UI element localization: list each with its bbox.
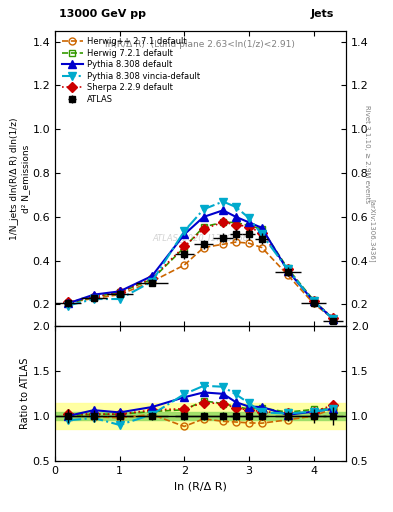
Sherpa 2.2.9 default <box>233 222 238 228</box>
Herwig++ 2.7.1 default <box>331 316 335 322</box>
Pythia 8.308 default <box>246 219 251 225</box>
Pythia 8.308 vincia-default <box>233 204 238 210</box>
Sherpa 2.2.9 default <box>311 298 316 304</box>
Sherpa 2.2.9 default <box>246 224 251 230</box>
Bar <box>55 412 346 420</box>
Sherpa 2.2.9 default <box>92 294 96 300</box>
Pythia 8.308 vincia-default <box>150 279 154 285</box>
Text: Rivet 3.1.10, ≥ 2.9M events: Rivet 3.1.10, ≥ 2.9M events <box>364 104 371 203</box>
Herwig 7.2.1 default <box>66 301 70 307</box>
X-axis label: ln (R/Δ R): ln (R/Δ R) <box>174 481 227 491</box>
Pythia 8.308 default <box>92 291 96 297</box>
Herwig++ 2.7.1 default <box>233 239 238 245</box>
Herwig++ 2.7.1 default <box>117 291 122 297</box>
Herwig++ 2.7.1 default <box>221 241 226 247</box>
Text: [arXiv:1306.3436]: [arXiv:1306.3436] <box>368 199 375 262</box>
Herwig 7.2.1 default <box>246 223 251 229</box>
Sherpa 2.2.9 default <box>150 275 154 281</box>
Herwig++ 2.7.1 default <box>150 279 154 285</box>
Pythia 8.308 default <box>311 298 316 304</box>
Pythia 8.308 default <box>259 225 264 231</box>
Pythia 8.308 vincia-default <box>311 298 316 304</box>
Pythia 8.308 vincia-default <box>246 215 251 221</box>
Y-axis label: Ratio to ATLAS: Ratio to ATLAS <box>20 358 29 429</box>
Line: Herwig 7.2.1 default: Herwig 7.2.1 default <box>64 219 336 322</box>
Line: Sherpa 2.2.9 default: Sherpa 2.2.9 default <box>64 219 336 321</box>
Pythia 8.308 vincia-default <box>201 206 206 212</box>
Pythia 8.308 default <box>66 301 70 307</box>
Pythia 8.308 default <box>117 288 122 294</box>
Pythia 8.308 vincia-default <box>66 303 70 309</box>
Pythia 8.308 default <box>285 267 290 273</box>
Herwig++ 2.7.1 default <box>201 245 206 251</box>
Sherpa 2.2.9 default <box>285 266 290 272</box>
Herwig 7.2.1 default <box>201 224 206 230</box>
Pythia 8.308 default <box>331 316 335 322</box>
Herwig++ 2.7.1 default <box>66 300 70 306</box>
Herwig++ 2.7.1 default <box>182 262 187 268</box>
Herwig++ 2.7.1 default <box>259 245 264 251</box>
Herwig 7.2.1 default <box>221 219 226 225</box>
Herwig 7.2.1 default <box>233 219 238 225</box>
Y-axis label: 1/N_jets dln(R/Δ R) dln(1/z)
d² N_emissions: 1/N_jets dln(R/Δ R) dln(1/z) d² N_emissi… <box>10 117 29 240</box>
Sherpa 2.2.9 default <box>259 230 264 237</box>
Line: Pythia 8.308 vincia-default: Pythia 8.308 vincia-default <box>64 198 337 323</box>
Sherpa 2.2.9 default <box>331 314 335 321</box>
Herwig 7.2.1 default <box>92 294 96 300</box>
Herwig 7.2.1 default <box>150 276 154 283</box>
Text: ln(R/Δ R)  (Lund plane 2.63<ln(1/z)<2.91): ln(R/Δ R) (Lund plane 2.63<ln(1/z)<2.91) <box>105 39 296 49</box>
Line: Pythia 8.308 default: Pythia 8.308 default <box>64 206 337 323</box>
Pythia 8.308 default <box>233 214 238 220</box>
Pythia 8.308 default <box>182 231 187 238</box>
Sherpa 2.2.9 default <box>66 299 70 305</box>
Text: ATLAS_2020_I1790256: ATLAS_2020_I1790256 <box>152 233 248 242</box>
Pythia 8.308 default <box>221 207 226 214</box>
Pythia 8.308 vincia-default <box>331 316 335 322</box>
Herwig 7.2.1 default <box>285 265 290 271</box>
Pythia 8.308 vincia-default <box>221 199 226 205</box>
Line: Herwig++ 2.7.1 default: Herwig++ 2.7.1 default <box>64 239 336 322</box>
Pythia 8.308 vincia-default <box>117 296 122 302</box>
Bar <box>55 402 346 430</box>
Herwig 7.2.1 default <box>117 289 122 295</box>
Text: 13000 GeV pp: 13000 GeV pp <box>59 9 146 19</box>
Pythia 8.308 vincia-default <box>92 296 96 302</box>
Sherpa 2.2.9 default <box>182 243 187 249</box>
Herwig 7.2.1 default <box>331 316 335 322</box>
Sherpa 2.2.9 default <box>201 226 206 232</box>
Herwig 7.2.1 default <box>182 245 187 251</box>
Pythia 8.308 vincia-default <box>259 231 264 238</box>
Pythia 8.308 default <box>150 273 154 279</box>
Sherpa 2.2.9 default <box>221 219 226 225</box>
Legend: Herwig++ 2.7.1 default, Herwig 7.2.1 default, Pythia 8.308 default, Pythia 8.308: Herwig++ 2.7.1 default, Herwig 7.2.1 def… <box>59 35 202 106</box>
Pythia 8.308 vincia-default <box>182 228 187 234</box>
Herwig++ 2.7.1 default <box>311 301 316 307</box>
Herwig++ 2.7.1 default <box>92 295 96 302</box>
Text: Jets: Jets <box>310 9 334 19</box>
Herwig++ 2.7.1 default <box>285 272 290 278</box>
Herwig 7.2.1 default <box>259 226 264 232</box>
Pythia 8.308 default <box>201 214 206 220</box>
Herwig 7.2.1 default <box>311 297 316 303</box>
Pythia 8.308 vincia-default <box>285 266 290 272</box>
Sherpa 2.2.9 default <box>117 289 122 295</box>
Herwig++ 2.7.1 default <box>246 240 251 246</box>
